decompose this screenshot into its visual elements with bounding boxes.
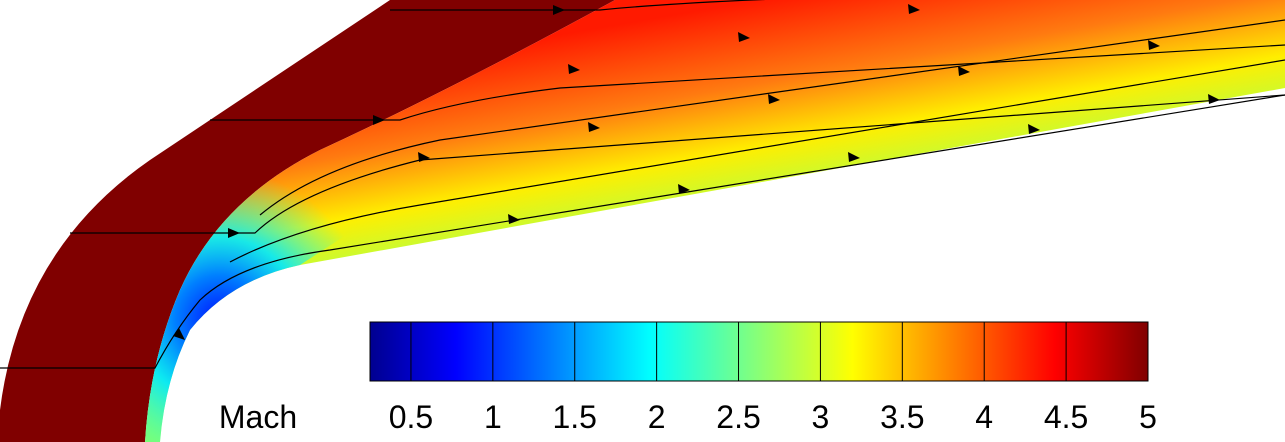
tick-label: 1.5 (552, 399, 596, 435)
colorbar-ticks: 0.5 1 1.5 2 2.5 3 3.5 4 4.5 5 (389, 322, 1157, 435)
streamline (70, 94, 1285, 234)
streamline (229, 59, 1285, 263)
tick-label: 5 (1139, 399, 1157, 435)
tick-label: 3 (812, 399, 830, 435)
tick-label: 1 (484, 399, 502, 435)
tick-label: 2 (648, 399, 666, 435)
arrows (173, 4, 1220, 340)
tick-label: 4.5 (1044, 399, 1088, 435)
tick-label: 0.5 (389, 399, 433, 435)
tick-label: 2.5 (716, 399, 760, 435)
streamline (390, 0, 766, 11)
colorbar (369, 321, 1149, 382)
shock-layer (145, 0, 1285, 442)
tick-label: 3.5 (880, 399, 924, 435)
streamline (0, 94, 1285, 369)
colorbar-label: Mach (219, 399, 297, 435)
freestream-region (0, 0, 615, 442)
streamline (259, 19, 1285, 216)
tick-label: 4 (975, 399, 993, 435)
streamline (210, 44, 1285, 121)
